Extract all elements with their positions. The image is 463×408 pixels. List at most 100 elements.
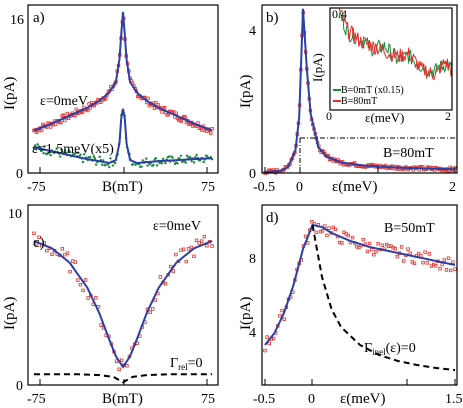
data-point-c (158, 275, 163, 279)
data-point-c (189, 245, 194, 250)
data-point-d (417, 251, 421, 256)
data-point-d (442, 258, 447, 262)
panel-d-xlabel: ε(meV) (340, 391, 385, 407)
data-point-eps0 (153, 100, 158, 105)
data-point-d (395, 254, 400, 259)
annotation-d-gamma-inel: Γinel(ε)=0 (364, 341, 416, 357)
data-point-eps0 (166, 112, 171, 117)
panel-a-label: a) (33, 10, 45, 26)
x-tick-label-d-0: 0 (308, 392, 315, 407)
fit-line-eps0 (33, 11, 213, 132)
x-tick-label-c-75: 75 (201, 392, 215, 407)
data-point-c (60, 247, 65, 251)
inset-xtick-label-0: 0 (326, 109, 332, 123)
data-point-d (427, 252, 432, 256)
data-point-d (350, 235, 355, 240)
data-point-d (434, 264, 438, 268)
legend-b80-label: B=80mT (341, 96, 377, 107)
data-point-d (265, 335, 269, 339)
data-point-eps15 (42, 151, 45, 155)
data-point-d (310, 220, 314, 224)
data-point-d (408, 251, 412, 256)
data-point-eps15 (63, 149, 67, 152)
data-point-d (406, 247, 410, 251)
data-point-d (387, 244, 391, 248)
annotation-d-field: B=50mT (384, 221, 435, 236)
data-point-c (194, 238, 199, 243)
data-point-c (50, 252, 54, 257)
data-point-c (200, 239, 204, 243)
data-point-d (346, 233, 350, 238)
y-tick-label-b-0: 0 (249, 167, 256, 182)
data-point-d (355, 245, 359, 249)
data-point-c (81, 288, 85, 293)
panel-b-inset: 0.4 I(pA) 0 2 ε(meV) B=0mT (x0.15) B=80m… (310, 7, 453, 125)
fit-line-c (33, 240, 213, 369)
data-point-eps15 (43, 145, 46, 148)
panel-c-label: c) (33, 235, 45, 251)
data-point-eps15 (49, 154, 52, 157)
data-point-d (267, 341, 271, 346)
data-point-eps15 (161, 157, 165, 161)
data-point-d (323, 224, 327, 228)
data-point-d (320, 229, 325, 233)
data-point-eps15 (74, 151, 77, 155)
data-point-c (65, 251, 70, 255)
data-point-d (444, 268, 449, 272)
data-point-eps15 (88, 155, 92, 159)
x-tick-label-c-neg75: -75 (27, 392, 46, 407)
data-point-d (393, 246, 397, 251)
data-point-c (32, 231, 36, 236)
data-point-eps15 (79, 153, 82, 156)
panel-b-frame (261, 4, 458, 174)
annotation-b-field: B=80mT (383, 146, 434, 161)
data-point-eps15 (104, 163, 107, 167)
data-point-eps0 (61, 113, 66, 117)
data-point-d (453, 267, 457, 271)
data-point-eps15 (55, 147, 58, 150)
data-point-eps15 (93, 157, 97, 160)
data-point-eps15 (164, 161, 167, 165)
data-point-eps0 (65, 111, 69, 116)
data-point-eps15 (195, 153, 198, 157)
data-point-d (280, 308, 284, 313)
inset-frame (329, 7, 453, 111)
data-point-c (120, 358, 124, 362)
x-tick-label-b-neg05: -0.5 (253, 180, 275, 195)
panel-a-frame (27, 4, 219, 174)
panel-d: d) I(pA) ε(meV) 8 4 -0.5 0 1.5 B=50mT Γi… (238, 204, 463, 407)
data-point-c (37, 235, 41, 239)
data-point-c (192, 254, 196, 259)
data-point-d (374, 250, 378, 254)
data-point-d (327, 226, 331, 230)
data-point-eps15 (141, 159, 144, 162)
fit-line-eps15 (33, 108, 213, 165)
y-tick-label-d-8: 8 (249, 252, 256, 267)
y-tick-label-a-16: 16 (10, 13, 24, 28)
data-point-d (365, 249, 370, 254)
fit-line-d (264, 223, 456, 346)
data-point-eps0 (62, 118, 67, 123)
data-point-d (325, 233, 329, 238)
data-point-eps15 (94, 163, 98, 166)
data-point-d (440, 262, 444, 267)
data-point-c (197, 241, 201, 245)
data-point-eps15 (109, 157, 112, 160)
data-point-c (94, 296, 98, 300)
data-point-eps15 (152, 163, 155, 167)
inset-xlabel: ε(meV) (365, 110, 404, 125)
model-line-gamma-rel (33, 373, 213, 384)
panel-b-label: b) (266, 10, 279, 26)
panel-b-ylabel: I(pA) (238, 75, 254, 108)
panel-d-frame (261, 204, 458, 386)
data-point-c (210, 244, 214, 248)
data-point-d (338, 240, 342, 245)
data-point-c (169, 264, 173, 269)
data-point-eps15 (155, 164, 159, 167)
data-point-d (303, 234, 308, 239)
data-point-d (282, 317, 286, 321)
data-point-eps0 (80, 110, 85, 114)
data-point-eps15 (81, 160, 85, 164)
data-point-d (370, 247, 374, 252)
data-point-d (421, 260, 425, 265)
